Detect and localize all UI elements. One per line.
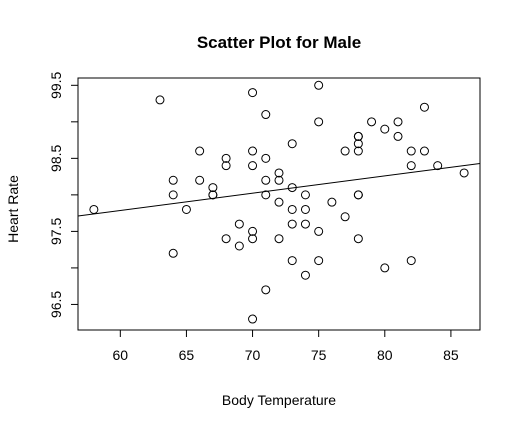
- data-point: [248, 161, 258, 171]
- data-point: [459, 168, 469, 178]
- chart-title: Scatter Plot for Male: [197, 33, 361, 52]
- data-point: [380, 124, 390, 134]
- data-point: [287, 219, 297, 229]
- data-point: [314, 226, 324, 236]
- data-point: [406, 161, 416, 171]
- x-tick-label: 80: [377, 347, 393, 363]
- data-point: [248, 314, 258, 324]
- data-point: [340, 146, 350, 156]
- data-point: [287, 139, 297, 149]
- data-point: [221, 234, 231, 244]
- data-point: [353, 146, 363, 156]
- data-point: [300, 270, 310, 280]
- x-tick-label: 65: [179, 347, 195, 363]
- data-point: [248, 88, 258, 98]
- y-tick-label: 96.5: [48, 291, 64, 318]
- data-point: [406, 146, 416, 156]
- data-point: [300, 219, 310, 229]
- data-point: [287, 256, 297, 266]
- data-point: [248, 146, 258, 156]
- data-point: [367, 117, 377, 127]
- data-point: [208, 183, 218, 193]
- data-point: [274, 197, 284, 207]
- regression-line: [77, 162, 481, 217]
- data-point: [234, 241, 244, 251]
- data-point: [274, 175, 284, 185]
- data-point: [261, 153, 271, 163]
- data-point: [261, 285, 271, 295]
- data-point: [221, 153, 231, 163]
- data-point: [300, 190, 310, 200]
- data-point: [181, 204, 191, 214]
- data-point: [314, 80, 324, 90]
- x-tick-label: 60: [113, 347, 129, 363]
- y-tick-label: 99.5: [48, 71, 64, 98]
- data-points: [89, 80, 469, 324]
- plot-area-frame: [77, 77, 481, 331]
- data-point: [221, 161, 231, 171]
- data-point: [208, 190, 218, 200]
- data-point: [274, 168, 284, 178]
- x-axis: 60 65 70 75 80 85: [113, 330, 459, 363]
- data-point: [380, 263, 390, 273]
- data-point: [314, 117, 324, 127]
- data-point: [433, 161, 443, 171]
- y-tick-label: 98.5: [48, 145, 64, 172]
- data-point: [155, 95, 165, 105]
- data-point: [353, 131, 363, 141]
- data-point: [195, 175, 205, 185]
- data-point: [393, 131, 403, 141]
- data-point: [353, 190, 363, 200]
- data-point: [248, 226, 258, 236]
- data-point: [327, 197, 337, 207]
- regression-line-group: [77, 162, 481, 217]
- data-point: [419, 102, 429, 112]
- data-point: [353, 139, 363, 149]
- data-point: [261, 175, 271, 185]
- data-point: [300, 204, 310, 214]
- x-tick-label: 85: [443, 347, 459, 363]
- data-point: [248, 234, 258, 244]
- y-axis: 96.5 97.5 98.5 99.5: [48, 71, 78, 318]
- data-point: [168, 175, 178, 185]
- data-point: [287, 183, 297, 193]
- data-point: [287, 204, 297, 214]
- data-point: [168, 190, 178, 200]
- data-point: [393, 117, 403, 127]
- data-point: [168, 248, 178, 258]
- data-point: [261, 110, 271, 120]
- y-axis-label: Heart Rate: [5, 175, 21, 243]
- data-point: [419, 146, 429, 156]
- data-point: [353, 234, 363, 244]
- x-axis-label: Body Temperature: [222, 392, 336, 408]
- data-point: [195, 146, 205, 156]
- data-point: [274, 234, 284, 244]
- data-point: [314, 256, 324, 266]
- data-point: [406, 256, 416, 266]
- data-point: [234, 219, 244, 229]
- data-point: [89, 204, 99, 214]
- y-tick-label: 97.5: [48, 218, 64, 245]
- x-tick-label: 75: [311, 347, 327, 363]
- data-point: [340, 212, 350, 222]
- x-tick-label: 70: [245, 347, 261, 363]
- data-point: [261, 190, 271, 200]
